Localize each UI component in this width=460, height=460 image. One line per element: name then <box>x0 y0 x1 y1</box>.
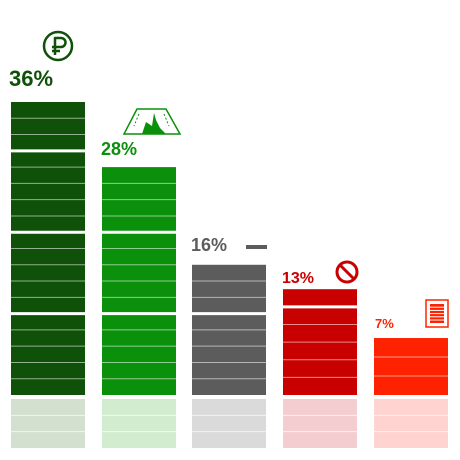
bar-value-label: 36% <box>9 66 53 91</box>
bar-value-label: 28% <box>101 139 137 159</box>
bar <box>11 102 85 395</box>
bar-value-label: 13% <box>282 270 314 287</box>
bar <box>102 167 176 395</box>
bar <box>192 264 266 395</box>
bar-reflection <box>374 399 448 448</box>
prohibited-icon <box>335 260 359 284</box>
minus-icon <box>246 245 267 249</box>
bar <box>283 289 357 395</box>
bar-reflection <box>11 399 85 448</box>
ruble-circle-icon <box>42 30 74 62</box>
bar-reflection <box>102 399 176 448</box>
bar-value-label: 7% <box>375 316 394 331</box>
bar-reflection <box>192 399 266 448</box>
bar-reflection <box>283 399 357 448</box>
road-icon <box>122 108 182 135</box>
bar <box>374 338 448 395</box>
document-icon <box>425 299 449 328</box>
bar-value-label: 16% <box>191 235 227 255</box>
